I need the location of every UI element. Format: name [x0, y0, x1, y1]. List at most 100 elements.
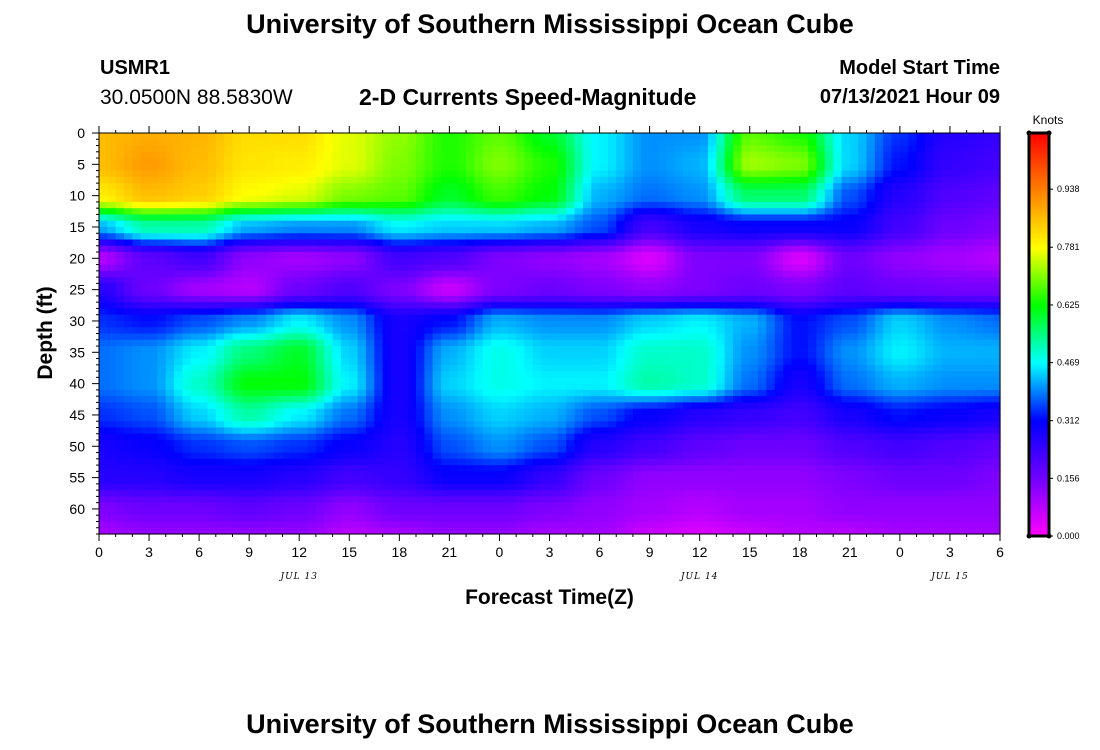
heatmap-cell — [482, 164, 492, 172]
heatmap-cell — [933, 289, 943, 297]
heatmap-cell — [574, 270, 584, 278]
heatmap-cell — [132, 164, 142, 172]
heatmap-cell — [240, 208, 250, 216]
heatmap-cell — [407, 233, 417, 241]
heatmap-cell — [649, 327, 659, 335]
heatmap-cell — [616, 201, 626, 209]
heatmap-cell — [824, 333, 834, 341]
heatmap-cell — [99, 371, 108, 378]
heatmap-cell — [407, 151, 417, 159]
heatmap-cell — [115, 164, 125, 172]
heatmap-cell — [958, 302, 968, 310]
heatmap-cell — [182, 346, 192, 353]
heatmap-cell — [566, 371, 576, 378]
heatmap-cell — [899, 151, 909, 159]
heatmap-cell — [466, 377, 476, 385]
heatmap-cell — [916, 283, 926, 291]
heatmap-cell — [649, 352, 659, 360]
heatmap-cell — [365, 158, 375, 165]
heatmap-cell — [749, 277, 759, 284]
heatmap-cell — [207, 258, 217, 266]
heatmap-cell — [574, 145, 584, 153]
heatmap-cell — [741, 270, 751, 278]
heatmap-cell — [799, 358, 809, 366]
heatmap-cell — [983, 320, 993, 328]
heatmap-cell — [941, 377, 951, 385]
heatmap-cell — [149, 164, 158, 172]
heatmap-cell — [557, 270, 567, 278]
heatmap-cell — [315, 295, 325, 303]
heatmap-cell — [532, 377, 542, 385]
heatmap-cell — [974, 164, 984, 172]
heatmap-cell — [874, 201, 884, 209]
heatmap-cell — [883, 314, 893, 322]
heatmap-cell — [716, 371, 726, 378]
heatmap-cell — [382, 414, 392, 422]
heatmap-cell — [699, 145, 709, 153]
heatmap-cell — [549, 245, 559, 253]
heatmap-cell — [99, 214, 108, 222]
heatmap-cell — [516, 201, 526, 209]
heatmap-cell — [149, 133, 158, 140]
heatmap-cell — [282, 408, 292, 416]
heatmap-cell — [924, 358, 934, 366]
heatmap-cell — [916, 396, 926, 404]
heatmap-cell — [833, 170, 843, 178]
heatmap-cell — [591, 245, 601, 253]
heatmap-cell — [157, 320, 167, 328]
heatmap-cell — [407, 220, 417, 228]
heatmap-cell — [624, 333, 634, 341]
heatmap-cell — [708, 258, 717, 266]
heatmap-cell — [224, 139, 234, 147]
heatmap-cell — [524, 164, 534, 172]
heatmap-cell — [165, 183, 175, 190]
heatmap-cell — [307, 302, 317, 310]
heatmap-cell — [332, 264, 342, 272]
heatmap-cell — [382, 408, 392, 416]
heatmap-cell — [240, 402, 250, 410]
heatmap-cell — [724, 339, 734, 347]
heatmap-cell — [132, 327, 142, 335]
heatmap-cell — [491, 170, 501, 178]
heatmap-cell — [866, 214, 876, 222]
heatmap-cell — [299, 151, 309, 159]
heatmap-cell — [866, 327, 876, 335]
heatmap-cell — [733, 214, 742, 222]
heatmap-cell — [432, 270, 442, 278]
heatmap-cell — [499, 226, 509, 234]
heatmap-cell — [691, 371, 701, 378]
heatmap-cell — [157, 283, 167, 291]
heatmap-cell — [324, 377, 334, 385]
heatmap-cell — [199, 183, 209, 190]
heatmap-cell — [165, 151, 175, 159]
heatmap-cell — [449, 145, 459, 153]
heatmap-cell — [949, 383, 959, 391]
heatmap-cell — [657, 145, 667, 153]
heatmap-cell — [724, 226, 734, 234]
heatmap-cell — [115, 320, 125, 328]
heatmap-cell — [983, 302, 993, 310]
heatmap-cell — [799, 170, 809, 178]
heatmap-cell — [332, 270, 342, 278]
heatmap-cell — [724, 239, 734, 247]
heatmap-cell — [566, 133, 576, 140]
heatmap-cell — [991, 270, 1001, 278]
heatmap-cell — [691, 170, 701, 178]
heatmap-cell — [315, 258, 325, 266]
heatmap-cell — [708, 133, 717, 140]
heatmap-cell — [574, 352, 584, 360]
heatmap-cell — [899, 396, 909, 404]
heatmap-cell — [724, 151, 734, 159]
heatmap-cell — [516, 314, 526, 322]
heatmap-cell — [132, 421, 142, 429]
heatmap-cell — [791, 371, 801, 378]
heatmap-cell — [949, 283, 959, 291]
heatmap-cell — [949, 252, 959, 259]
heatmap-cell — [324, 270, 334, 278]
heatmap-cell — [115, 183, 125, 190]
heatmap-cell — [599, 151, 609, 159]
heatmap-cell — [557, 214, 567, 222]
heatmap-cell — [457, 289, 467, 297]
heatmap-cell — [916, 245, 926, 253]
heatmap-cell — [766, 176, 776, 184]
